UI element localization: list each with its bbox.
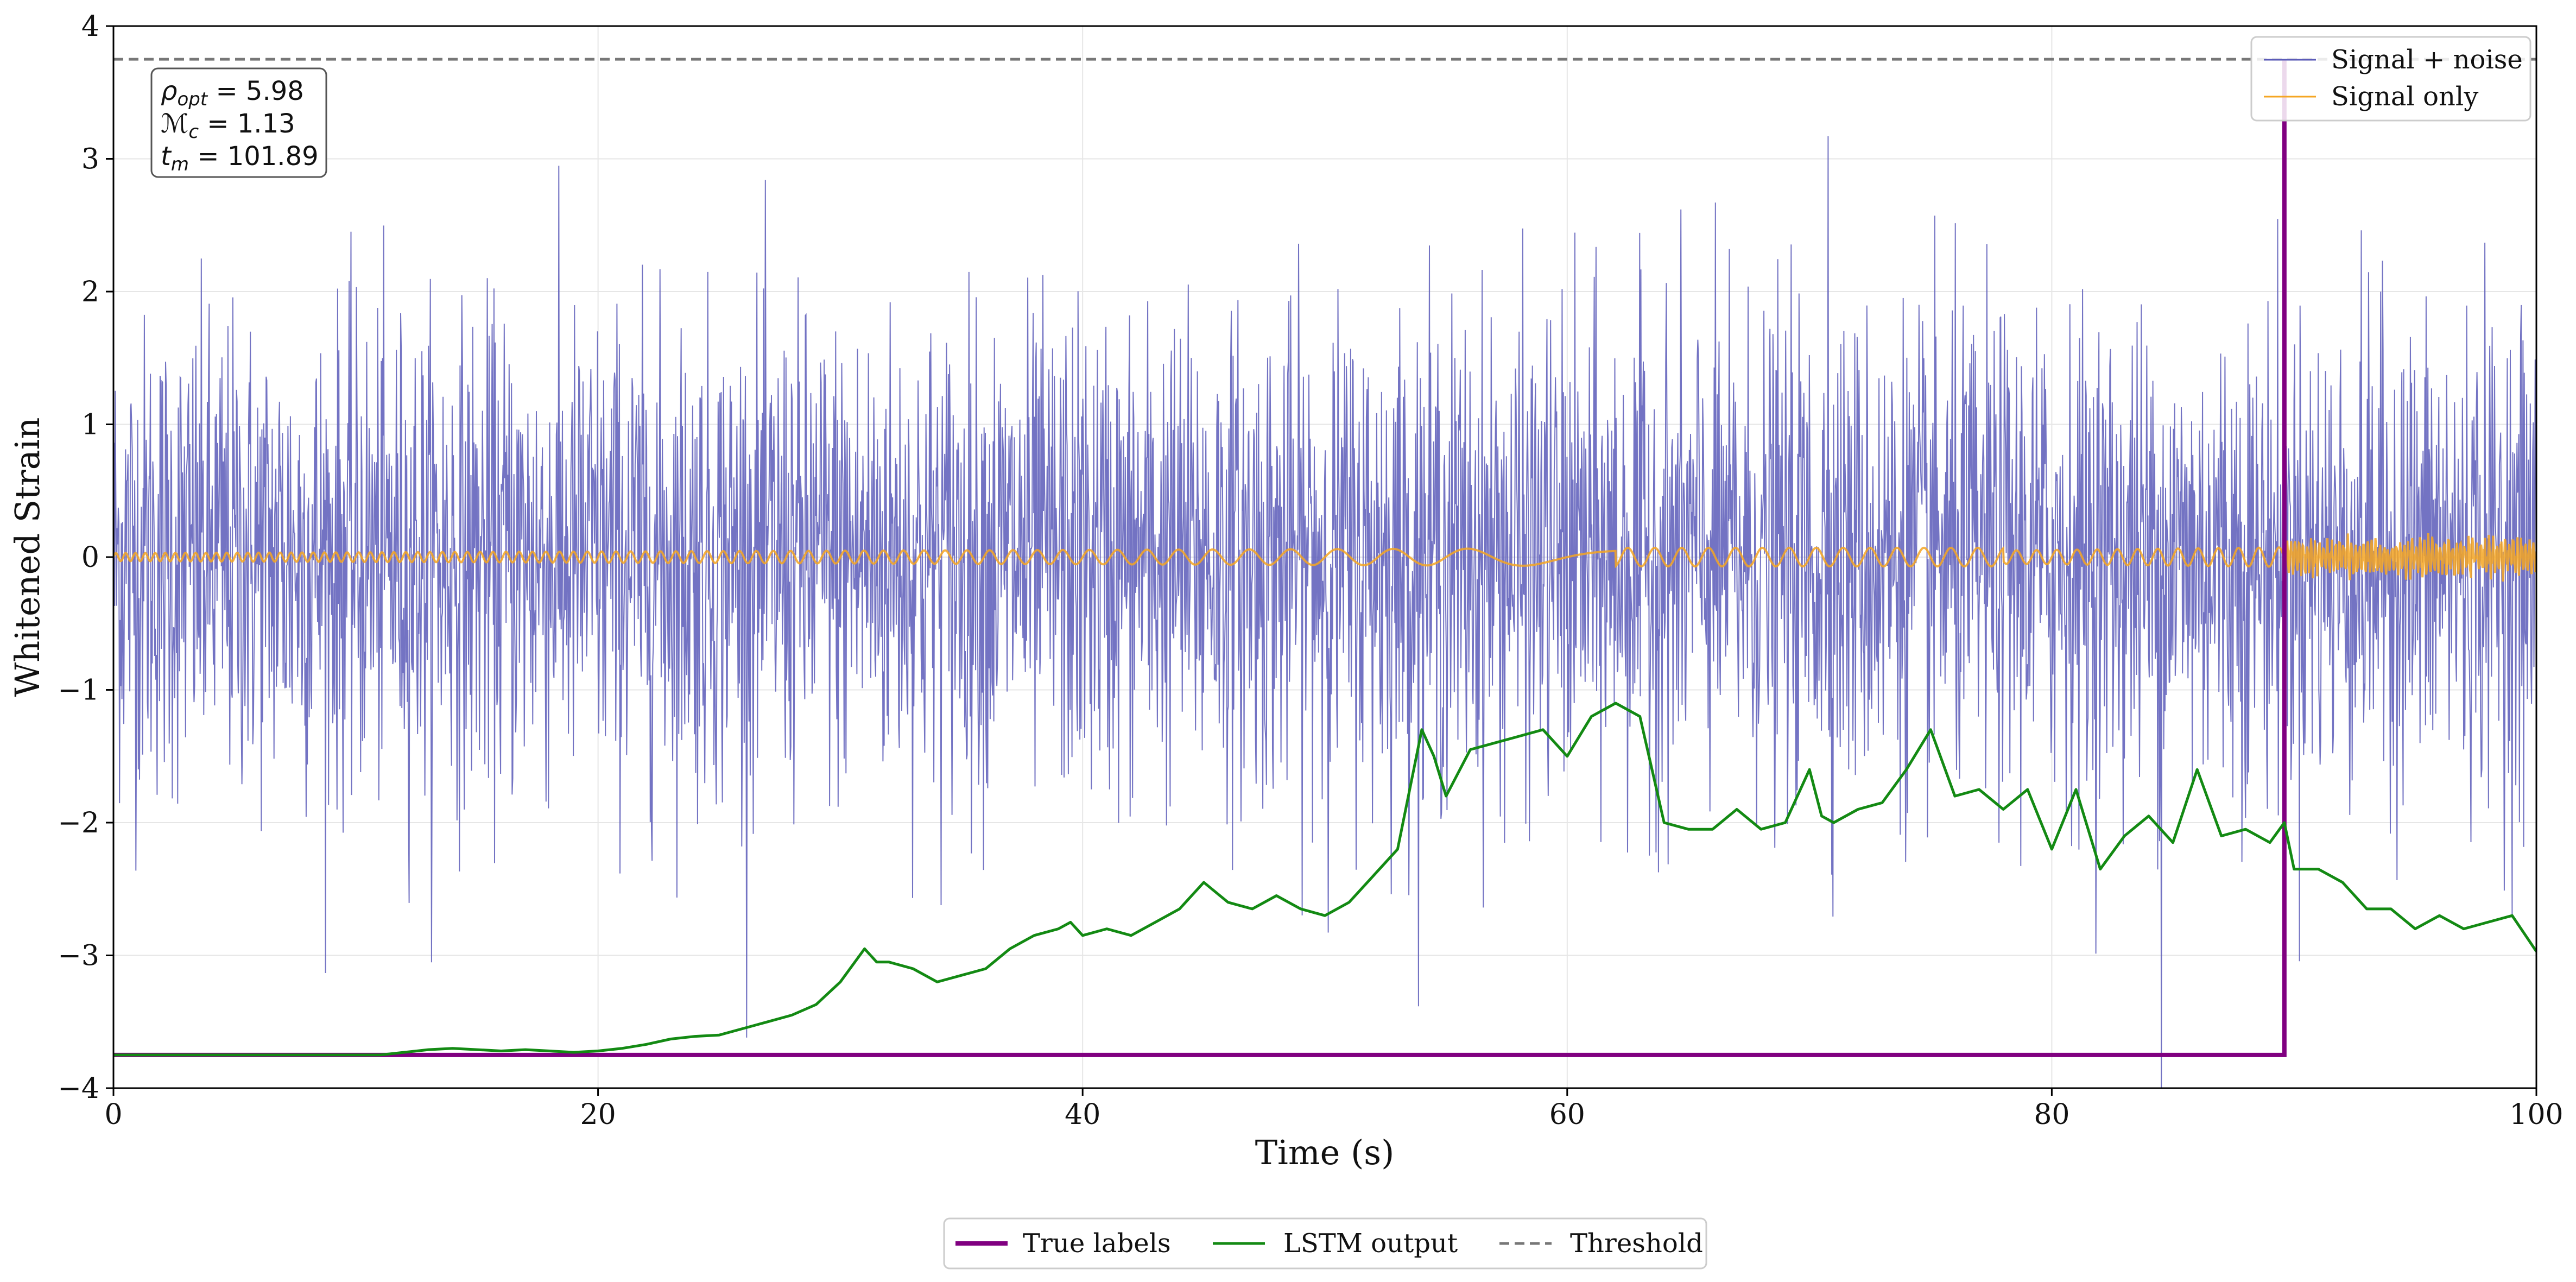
y-tick-label: −3 [58,940,99,972]
legend-signal-noise-label: Signal + noise [2331,45,2523,75]
legend-top-right: Signal + noise Signal only [2250,36,2531,122]
signal-noise-line [113,136,2536,1088]
annotation-subscript: opt [177,89,208,110]
annotation-chirp-mass: ℳc = 1.13 [161,109,295,143]
legend-true-labels-label: True labels [1023,1228,1171,1259]
y-tick-label: 0 [81,541,99,574]
annotation-symbol: ρ [161,76,177,106]
legend-threshold-label: Threshold [1570,1228,1703,1259]
plot-area [113,58,2536,1088]
y-tick-label: 2 [81,276,99,308]
x-axis-label: Time (s) [1255,1133,1395,1172]
annotation-subscript: c [188,121,199,143]
y-tick-label: 3 [81,143,99,176]
info-box: ρopt = 5.98 ℳc = 1.13 tm = 101.89 [150,67,327,178]
axis-ticks: 0 20 40 60 80 100 −4 −3 −2 −1 0 1 2 3 4 [58,10,2563,1131]
lstm-output-line [113,702,2536,1057]
annotation-value: = 101.89 [189,141,319,172]
y-tick-label: 4 [81,10,99,43]
annotation-symbol: ℳ [161,109,188,139]
x-tick-label: 80 [2034,1098,2069,1131]
annotation-value: = 1.13 [199,109,295,139]
x-tick-label: 100 [2509,1098,2563,1131]
legend-top-right-frame [2250,36,2531,122]
x-tick-label: 0 [104,1098,122,1131]
annotation-value: = 5.98 [207,76,304,106]
info-box-frame [150,67,327,178]
true-labels-line [113,59,2287,1057]
annotation-symbol: t [161,141,172,172]
signal-only-line [113,533,2536,582]
y-axis-label: Whitened Strain [8,418,47,697]
legend-bottom: True labels LSTM output Threshold [943,1217,1707,1270]
y-tick-label: 1 [81,409,99,441]
x-tick-label: 20 [580,1098,616,1131]
x-tick-label: 60 [1549,1098,1585,1131]
annotation-merger-time: tm = 101.89 [161,141,319,175]
legend-signal-only-label: Signal only [2331,81,2478,112]
legend-lstm-output-label: LSTM output [1283,1228,1458,1259]
annotation-subscript: m [171,154,189,175]
annotation-rho-opt: ρopt = 5.98 [161,76,304,110]
legend-bottom-frame [943,1217,1707,1270]
x-tick-label: 40 [1065,1098,1100,1131]
y-tick-label: −2 [58,807,99,839]
y-tick-label: −4 [58,1072,99,1105]
y-tick-label: −1 [58,674,99,707]
